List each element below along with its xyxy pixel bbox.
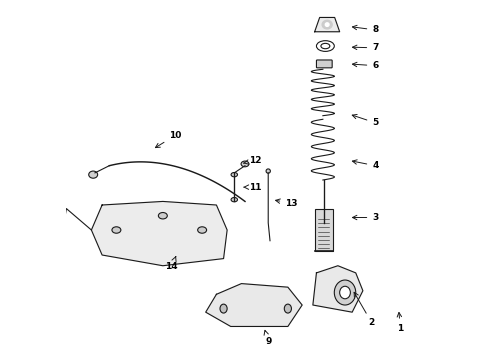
Text: 6: 6: [352, 61, 378, 70]
Text: 7: 7: [352, 43, 379, 52]
Ellipse shape: [334, 280, 356, 305]
Bar: [315, 208, 333, 251]
Ellipse shape: [241, 161, 249, 167]
Ellipse shape: [322, 20, 332, 29]
Ellipse shape: [112, 227, 121, 233]
Ellipse shape: [158, 212, 167, 219]
Text: 2: 2: [354, 292, 375, 327]
Polygon shape: [206, 284, 302, 327]
Ellipse shape: [325, 23, 329, 26]
Text: 4: 4: [352, 160, 379, 170]
Ellipse shape: [340, 286, 350, 299]
Text: 5: 5: [352, 114, 378, 127]
Ellipse shape: [197, 227, 207, 233]
Text: 10: 10: [155, 131, 181, 148]
Ellipse shape: [89, 171, 98, 178]
Text: 8: 8: [352, 25, 378, 35]
Text: 11: 11: [244, 183, 262, 192]
Text: 13: 13: [275, 199, 298, 208]
FancyBboxPatch shape: [317, 60, 332, 68]
Ellipse shape: [231, 198, 238, 202]
Polygon shape: [313, 266, 363, 312]
Polygon shape: [92, 202, 227, 266]
Polygon shape: [315, 18, 340, 32]
Text: 3: 3: [352, 213, 378, 222]
Text: 9: 9: [264, 330, 271, 346]
Ellipse shape: [220, 304, 227, 313]
Ellipse shape: [231, 172, 238, 177]
Text: 14: 14: [166, 256, 178, 271]
Ellipse shape: [266, 169, 270, 173]
Text: 1: 1: [397, 312, 404, 333]
Text: 12: 12: [244, 156, 262, 165]
Ellipse shape: [284, 304, 292, 313]
